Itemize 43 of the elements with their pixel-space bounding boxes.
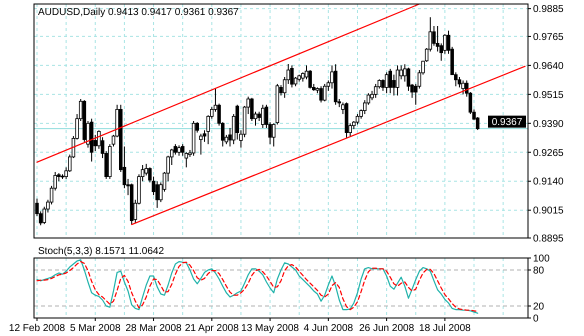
candlestick (356, 114, 360, 125)
candlestick (384, 72, 388, 94)
ref-line-label: 0.9367 (492, 117, 523, 128)
y-tick-label: 0.9015 (533, 206, 564, 217)
x-tick-label: 12 Feb 2008 (8, 323, 66, 334)
candlestick (290, 64, 294, 88)
x-tick-label: 26 Jun 2008 (359, 323, 415, 334)
x-tick-label: 5 Mar 2008 (70, 323, 121, 334)
candlestick (199, 133, 203, 156)
x-tick-label: 28 Mar 2008 (125, 323, 182, 334)
y-tick-label: 20 (533, 302, 545, 312)
candlestick (257, 111, 261, 122)
candlestick (308, 70, 312, 90)
candlestick (374, 83, 378, 98)
candlestick (319, 86, 323, 103)
chart-title: AUDUSD,Daily 0.9413 0.9417 0.9361 0.9367 (38, 7, 240, 18)
y-tick-label: 0.9640 (533, 60, 564, 72)
chart-title: Stoch(5,3,3) 8.1571 11.0642 (38, 246, 164, 257)
candlestick (381, 78, 385, 92)
y-tick-label: 0 (533, 314, 539, 324)
y-tick-label: 0.9515 (533, 90, 564, 101)
candlestick (388, 68, 392, 94)
y-tick-label: 0.9765 (533, 32, 564, 43)
y-tick-label: 0.9390 (533, 118, 564, 130)
y-tick-label: 0.9885 (533, 4, 564, 16)
candlestick (250, 97, 254, 122)
candlestick (396, 64, 400, 96)
y-tick-label: 80 (533, 266, 545, 276)
x-tick-label: 13 May 2008 (241, 323, 300, 334)
candlestick (461, 80, 465, 95)
candlestick (261, 104, 265, 128)
x-tick-label: 18 Jul 2008 (419, 323, 472, 334)
candlestick (177, 144, 181, 156)
x-tick-label: 21 Apr 2008 (184, 323, 240, 334)
y-tick-label: 0.8895 (533, 234, 564, 244)
candlestick (403, 64, 407, 82)
x-tick-label: 4 Jun 2008 (304, 323, 354, 334)
y-tick-label: 0.9265 (533, 148, 564, 159)
y-tick-label: 100 (533, 254, 550, 264)
candlestick (180, 144, 184, 156)
candlestick (155, 180, 159, 208)
candlestick (322, 83, 326, 102)
y-tick-label: 0.9140 (533, 176, 564, 188)
